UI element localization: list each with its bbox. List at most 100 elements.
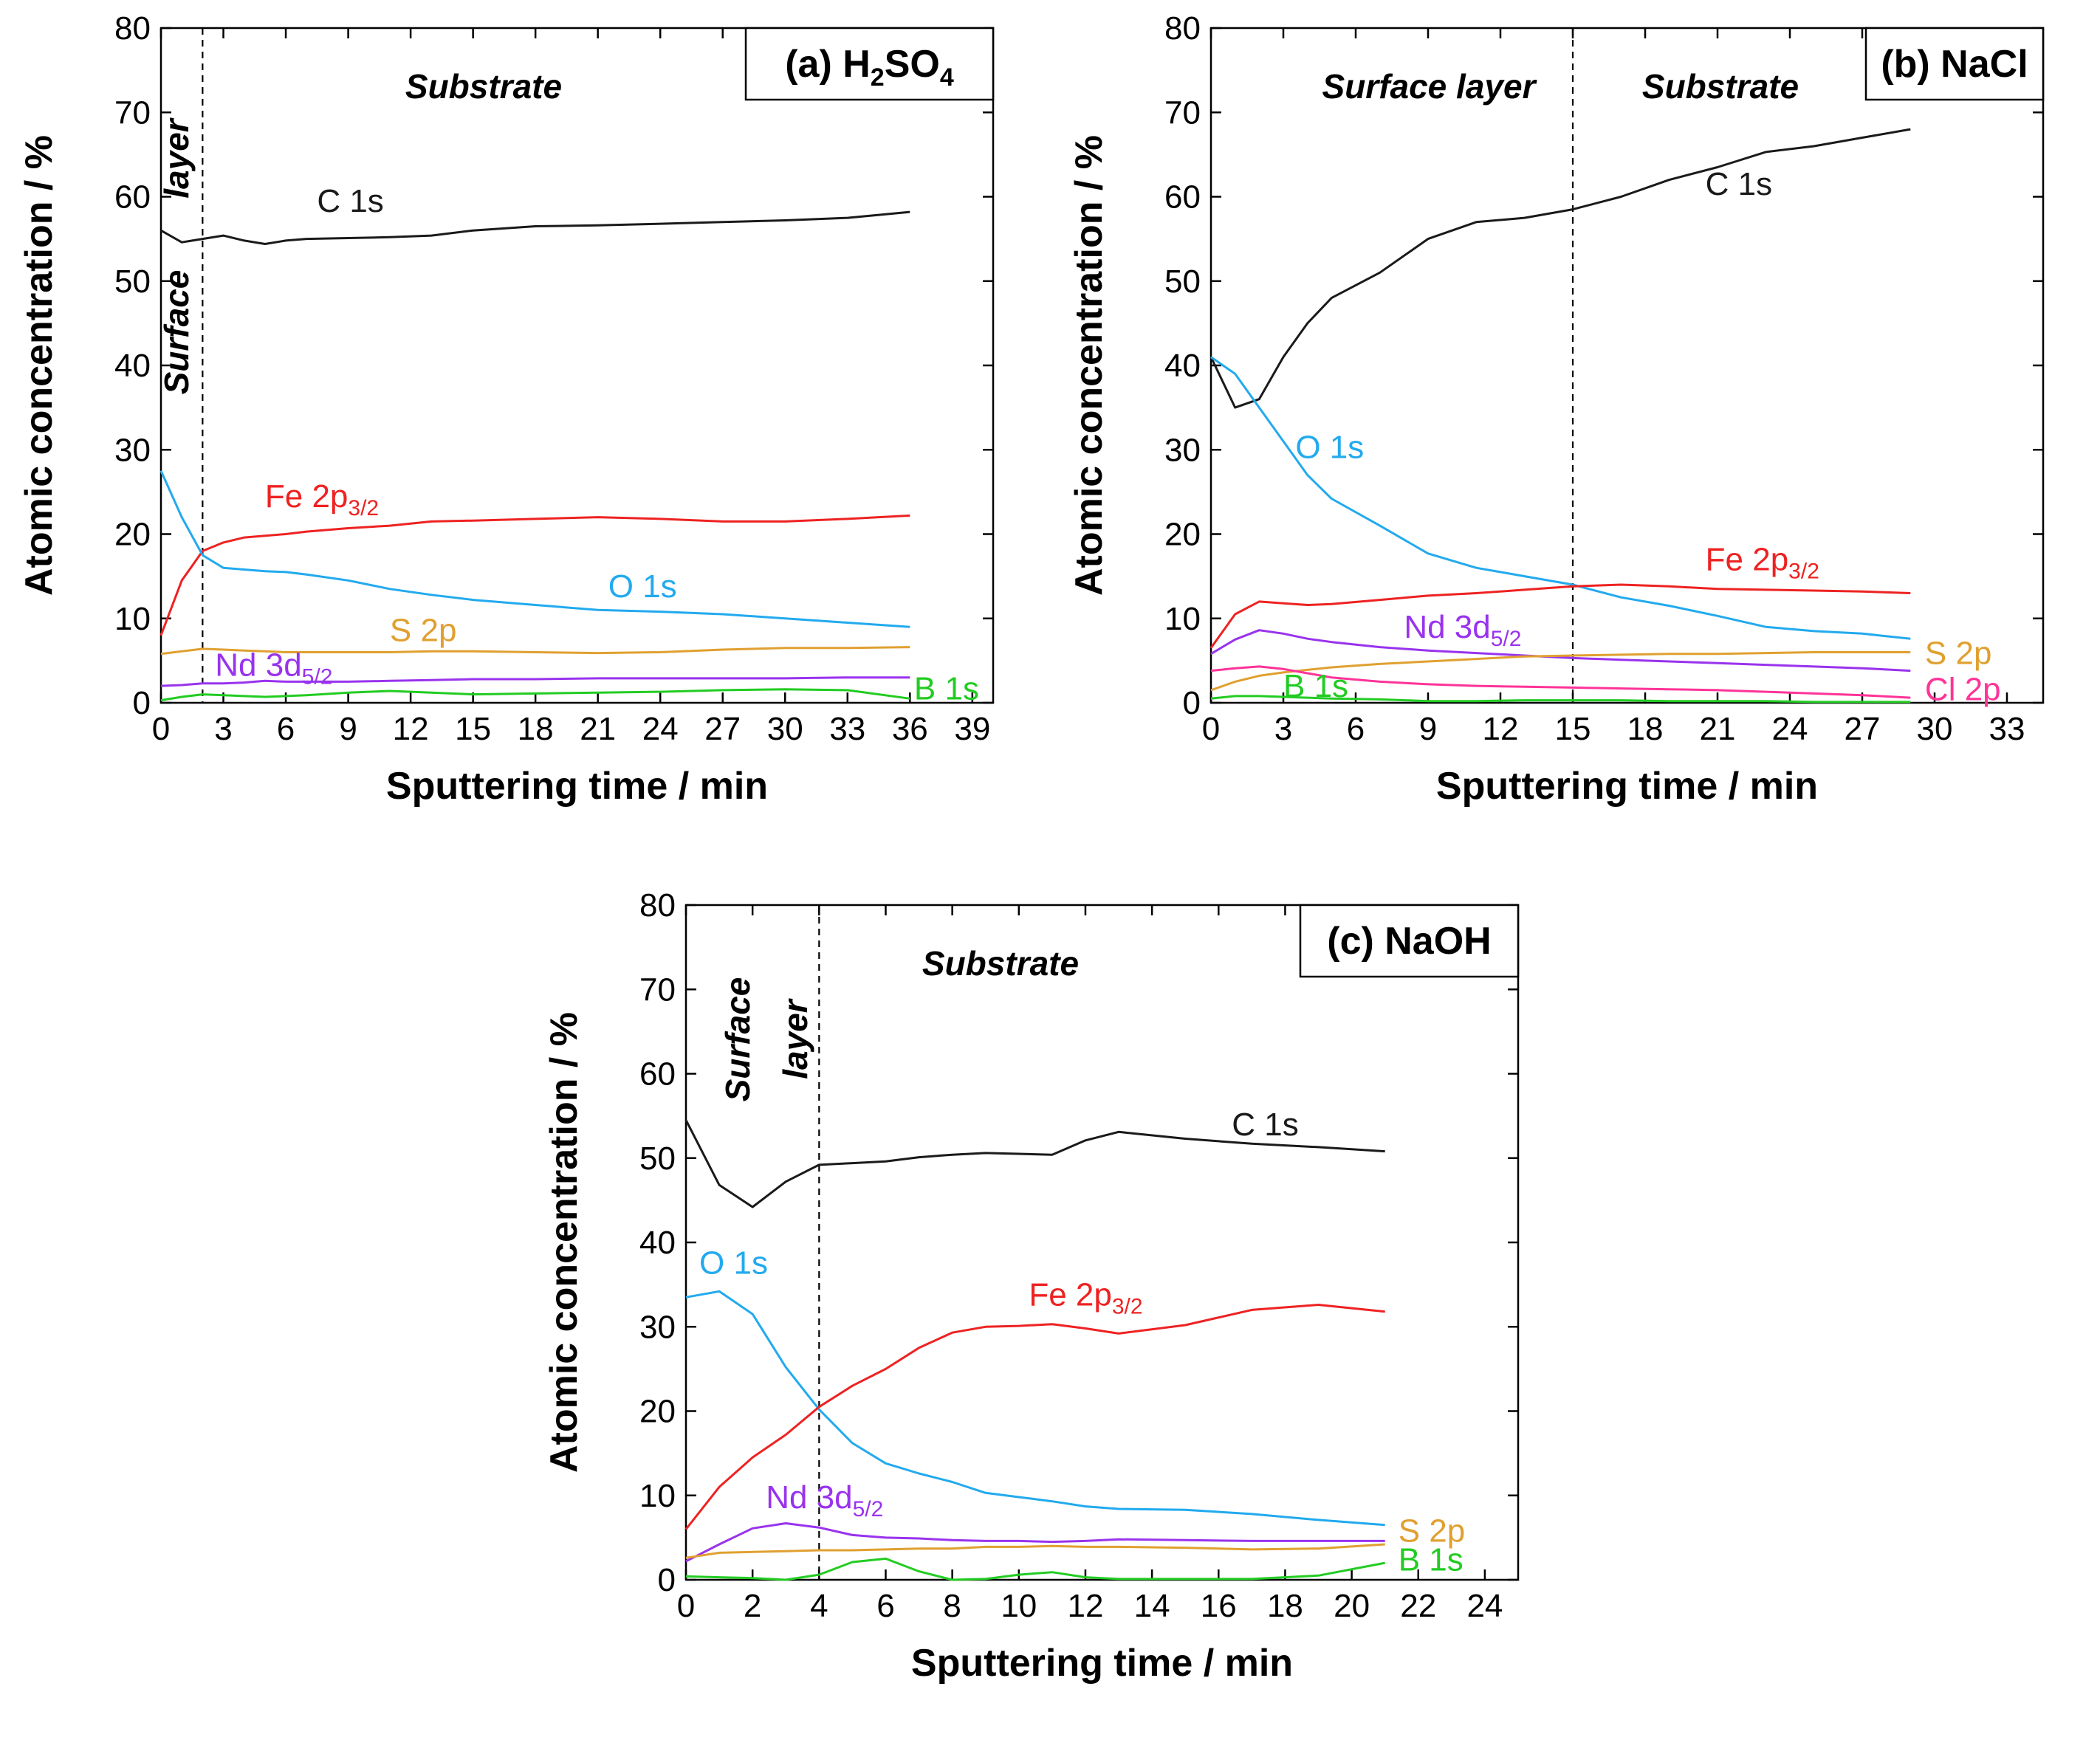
y-tick-label: 50 [114, 264, 151, 300]
x-tick-label: 24 [1772, 711, 1808, 747]
series-label-cl-2p: Cl 2p [1925, 672, 2001, 708]
y-tick-label: 20 [114, 517, 151, 553]
y-tick-label: 20 [1164, 517, 1201, 553]
series-label-c-1s: C 1s [1232, 1107, 1298, 1143]
plot-frame [159, 27, 995, 704]
y-tick-label: 70 [114, 94, 151, 131]
x-tick-label: 30 [767, 711, 803, 747]
y-tick-label: 0 [658, 1562, 676, 1598]
y-tick-label: 80 [639, 887, 676, 924]
y-tick-label: 20 [639, 1394, 676, 1430]
y-tick-label: 60 [1164, 179, 1201, 216]
y-tick-label: 30 [639, 1309, 676, 1345]
x-tick-label: 14 [1134, 1588, 1170, 1624]
series-label-b-1s: B 1s [1283, 668, 1348, 704]
y-tick-label: 30 [114, 432, 151, 468]
x-tick-label: 6 [277, 711, 295, 747]
plot-frame [1209, 27, 2045, 704]
y-tick-label: 40 [639, 1225, 676, 1261]
x-tick-label: 18 [1627, 711, 1664, 747]
x-tick-label: 8 [943, 1588, 961, 1624]
x-tick-label: 39 [954, 711, 990, 747]
series-line-c-1s [684, 1119, 1385, 1208]
y-tick-label: 10 [114, 601, 151, 637]
y-tick-label: 50 [1164, 264, 1201, 300]
x-tick-label: 0 [152, 711, 170, 747]
x-tick-label: 2 [744, 1588, 761, 1624]
y-tick-label: 10 [1164, 601, 1201, 637]
chart-title: (c) NaOH [1327, 920, 1491, 963]
series-label-s-2p: S 2p [1399, 1513, 1466, 1550]
series-label-c-1s: C 1s [1706, 166, 1772, 202]
x-tick-label: 21 [580, 711, 616, 747]
series-line-c-1s [160, 210, 910, 245]
y-axis-title: Atomic concentration / % [18, 135, 61, 596]
y-tick-label: 80 [1164, 10, 1201, 47]
y-tick-label: 40 [114, 348, 151, 384]
x-axis-title: Sputtering time / min [1436, 765, 1818, 808]
series-line-cl-2p [1210, 665, 1911, 699]
series-line-fe-2p3-2 [159, 514, 910, 636]
y-tick-label: 10 [639, 1478, 676, 1514]
x-tick-label: 36 [892, 711, 928, 747]
x-tick-label: 12 [1483, 711, 1519, 747]
series-line-o-1s [1210, 356, 1911, 640]
x-axis-title: Sputtering time / min [911, 1642, 1293, 1685]
series-label-b-1s: B 1s [1399, 1541, 1464, 1578]
region-label-substrate: Substrate [405, 67, 562, 106]
x-tick-label: 12 [393, 711, 429, 747]
x-tick-label: 22 [1400, 1588, 1436, 1624]
series-line-nd-3d5-2 [1210, 629, 1911, 673]
series-line-nd-3d5-2 [685, 1522, 1385, 1563]
x-tick-label: 6 [876, 1588, 894, 1624]
y-axis-title: Atomic concentration / % [543, 1012, 586, 1473]
series-line-b-1s [160, 688, 910, 702]
x-tick-label: 3 [1274, 711, 1292, 747]
y-tick-label: 50 [639, 1141, 676, 1177]
region-label-surface-part: Surface [718, 977, 757, 1102]
series-line-b-1s [1210, 695, 1911, 704]
x-tick-label: 24 [642, 711, 679, 747]
series-line-o-1s [685, 1290, 1385, 1527]
series-label-o-1s: O 1s [699, 1245, 768, 1281]
x-tick-label: 30 [1917, 711, 1953, 747]
series-line-s-2p [1210, 651, 1911, 692]
chart-title: (a) H2SO4 [785, 43, 954, 92]
y-tick-label: 30 [1164, 432, 1201, 468]
series-line-c-1s [1209, 128, 1911, 409]
series-label-o-1s: O 1s [608, 568, 677, 605]
y-axis-title: Atomic concentration / % [1068, 135, 1111, 596]
series-label-fe-2p3-2: Fe 2p3/2 [1029, 1277, 1142, 1319]
region-label-surface-layer: Surface layer [1322, 67, 1537, 106]
series-label-fe-2p3-2: Fe 2p3/2 [265, 478, 379, 520]
x-tick-label: 27 [704, 711, 741, 747]
chart-title: (b) NaCl [1881, 43, 2028, 86]
series-label-s-2p: S 2p [390, 613, 457, 649]
x-tick-label: 15 [1555, 711, 1591, 747]
x-tick-label: 15 [455, 711, 491, 747]
chart-panel-b: 0 3 6 9 12 15 18 21 24 27 30 33 0 10 20 30 40 50 60 70 80 Spu… [1068, 10, 2045, 808]
region-label-layer-part: Surface [157, 270, 196, 395]
y-tick-label: 40 [1164, 348, 1201, 384]
series-line-nd-3d5-2 [160, 676, 910, 687]
series-line-s-2p [685, 1543, 1385, 1559]
x-tick-label: 33 [1989, 711, 2025, 747]
series-line-fe-2p3-2 [684, 1304, 1385, 1530]
series-line-fe-2p3-2 [1209, 583, 1911, 649]
series-label-nd-3d5-2: Nd 3d5/2 [1404, 609, 1521, 651]
title-box [1864, 27, 2045, 101]
series-label-nd-3d5-2: Nd 3d5/2 [215, 647, 332, 689]
x-tick-label: 9 [339, 711, 357, 747]
series-label-s-2p: S 2p [1925, 635, 1992, 671]
y-tick-label: 0 [133, 685, 151, 721]
y-tick-label: 70 [1164, 94, 1201, 131]
y-tick-label: 0 [1183, 685, 1201, 721]
x-tick-label: 16 [1201, 1588, 1237, 1624]
x-tick-label: 0 [1202, 711, 1220, 747]
series-line-s-2p [160, 646, 910, 656]
x-tick-label: 6 [1347, 711, 1365, 747]
chart-panel-c: 0 2 4 6 8 10 12 14 16 18 20 22 2401020304050607080Sp… [543, 887, 1520, 1685]
region-label-substrate: Substrate [922, 944, 1079, 983]
x-tick-label: 12 [1067, 1588, 1103, 1624]
x-tick-label: 9 [1419, 711, 1437, 747]
